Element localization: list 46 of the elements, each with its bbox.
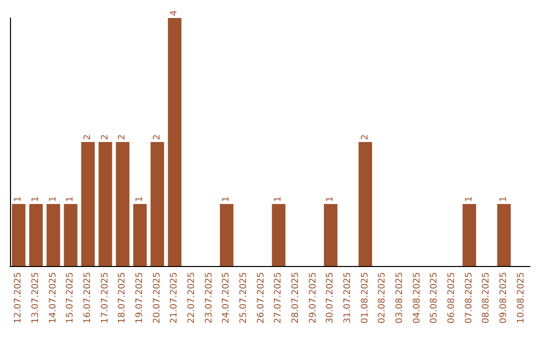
- x-tick-label: 03.08.2025: [395, 272, 405, 324]
- x-tick-label: 21.07.2025: [170, 272, 180, 324]
- x-tick-label: 29.07.2025: [308, 272, 318, 324]
- x-tick-label: 31.07.2025: [343, 272, 353, 324]
- x-tick-label: 30.07.2025: [326, 272, 336, 324]
- x-tick-label: 24.07.2025: [222, 272, 232, 324]
- x-tick-label: 17.07.2025: [100, 272, 110, 324]
- x-tick-label: 12.07.2025: [14, 272, 24, 324]
- x-tick-label: 04.08.2025: [412, 272, 422, 324]
- x-tick-label: 13.07.2025: [31, 272, 41, 324]
- data-label: 1: [66, 196, 76, 202]
- data-label: 1: [326, 196, 336, 202]
- x-tick-label: 02.08.2025: [378, 272, 388, 324]
- x-tick-label: 19.07.2025: [135, 272, 145, 324]
- x-tick-label: 28.07.2025: [291, 272, 301, 324]
- x-tick-label: 18.07.2025: [118, 272, 128, 324]
- x-tick-label: 01.08.2025: [360, 272, 370, 324]
- data-label: 1: [31, 196, 41, 202]
- data-label: 1: [499, 196, 509, 202]
- data-label: 2: [360, 134, 370, 140]
- data-label: 1: [135, 196, 145, 202]
- data-label: 1: [14, 196, 24, 202]
- data-label: 1: [222, 196, 232, 202]
- x-tick-label: 25.07.2025: [239, 272, 249, 324]
- x-tick-label: 22.07.2025: [187, 272, 197, 324]
- x-tick-label: 20.07.2025: [152, 272, 162, 324]
- x-tick-label: 27.07.2025: [274, 272, 284, 324]
- data-label: 2: [152, 134, 162, 140]
- x-tick-label: 10.08.2025: [516, 272, 526, 324]
- x-tick-label: 09.08.2025: [499, 272, 509, 324]
- x-tick-label: 15.07.2025: [66, 272, 76, 324]
- data-label: 1: [274, 196, 284, 202]
- data-label: 4: [170, 10, 180, 16]
- data-label: 2: [118, 134, 128, 140]
- x-tick-label: 26.07.2025: [256, 272, 266, 324]
- x-tick-label: 08.08.2025: [482, 272, 492, 324]
- x-tick-label: 16.07.2025: [83, 272, 93, 324]
- x-tick-label: 07.08.2025: [464, 272, 474, 324]
- data-label: 2: [83, 134, 93, 140]
- x-tick-label: 14.07.2025: [48, 272, 58, 324]
- x-tick-label: 23.07.2025: [204, 272, 214, 324]
- x-tick-label: 06.08.2025: [447, 272, 457, 324]
- data-label: 2: [100, 134, 110, 140]
- x-tick-label: 05.08.2025: [430, 272, 440, 324]
- data-label: 1: [48, 196, 58, 202]
- data-label: 1: [464, 196, 474, 202]
